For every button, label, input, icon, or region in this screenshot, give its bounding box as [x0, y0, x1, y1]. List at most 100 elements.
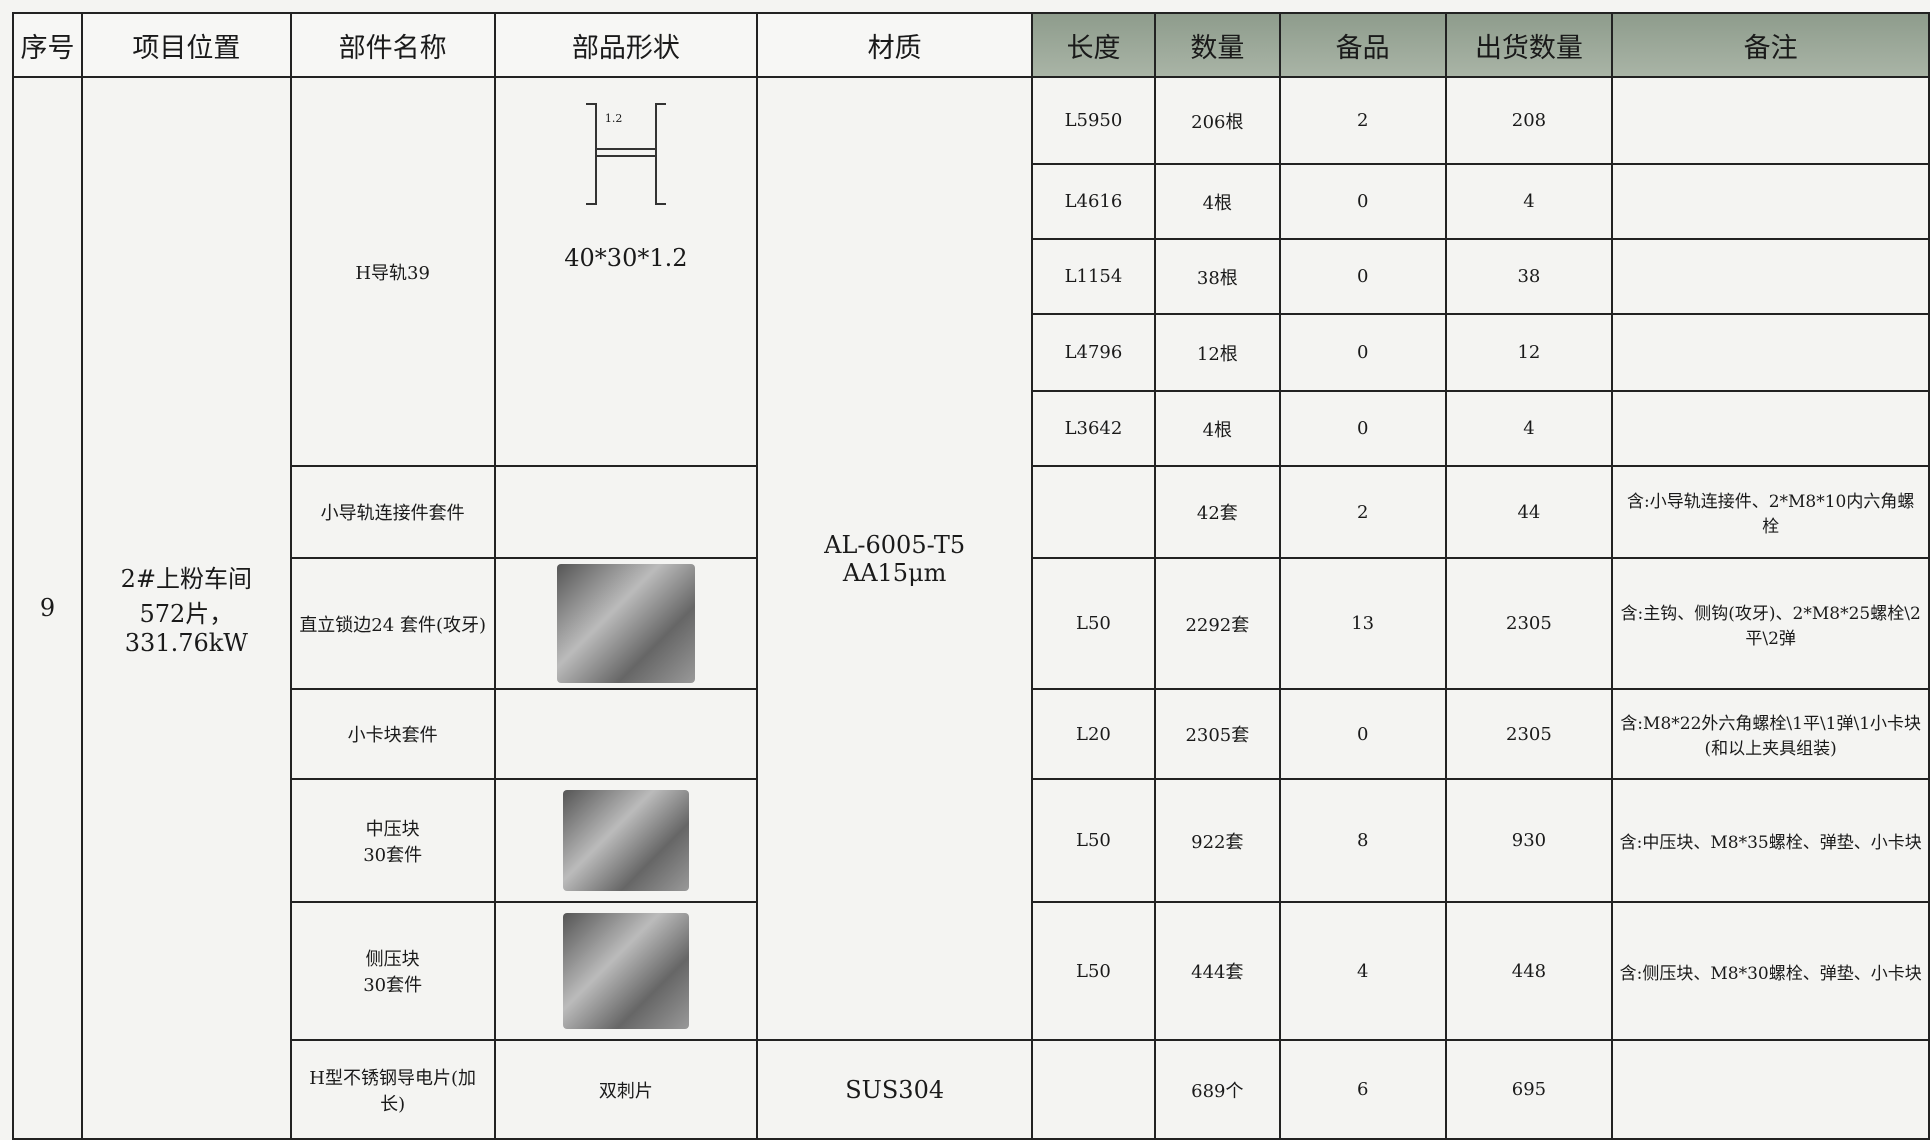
material-cell: SUS304 [756, 1039, 1033, 1140]
part-name: H型不锈钢导电片(加长) [289, 1039, 496, 1140]
shape-text: 双刺片 [598, 1080, 653, 1102]
note-cell: 含:中压块、M8*35螺栓、弹垫、小卡块 [1611, 778, 1930, 903]
spare-cell: 6 [1278, 1039, 1447, 1140]
ship-cell: 2305 [1444, 688, 1614, 780]
spare-cell: 0 [1278, 238, 1447, 315]
header-row: 序号 项目位置 部件名称 部品形状 材质 长度 数量 备品 出货数量 备注 [12, 12, 1930, 78]
part-shape: 双刺片 [493, 1039, 759, 1140]
part-shape: 1.2 40*30*1.2 [493, 76, 759, 467]
header-cell: 部件名称 [289, 12, 496, 78]
ship-cell: 4 [1444, 163, 1614, 240]
spare-cell: 0 [1278, 688, 1447, 780]
ship-cell: 44 [1444, 465, 1614, 559]
length-cell: L4796 [1031, 313, 1156, 392]
material-line: AL-6005-T5 [824, 530, 966, 559]
header-cell: 数量 [1153, 12, 1281, 78]
part-shape [493, 688, 759, 780]
spare-cell: 8 [1278, 778, 1447, 903]
data-row: 小导轨连接件套件 42套 2 44 含:小导轨连接件、2*M8*10内六角螺栓 [13, 465, 1930, 559]
data-row: 侧压块 30套件 L50 444套 4 448 含:侧压块、M8*30螺栓、弹垫、小卡块 [13, 901, 1930, 1041]
data-row: 9 2#上粉车间 572片，331.76kW H导轨39 1.2 40*30*1.2 AL-… [12, 76, 1930, 1140]
data-row: L3642 4根 0 4 [13, 390, 1930, 467]
ship-cell: 4 [1444, 390, 1614, 467]
dim-label: 1.2 [604, 112, 623, 125]
note-cell [1611, 390, 1930, 467]
part-photo [563, 913, 689, 1029]
note-cell [1611, 313, 1930, 392]
length-cell: L1154 [1031, 238, 1156, 315]
qty-cell: 2305套 [1153, 688, 1281, 780]
part-name: 侧压块 30套件 [289, 901, 496, 1041]
length-cell: L50 [1031, 557, 1156, 690]
part-shape [493, 901, 759, 1041]
header-cell: 备注 [1611, 12, 1930, 78]
part-name: 中压块 30套件 [289, 778, 496, 903]
qty-cell: 38根 [1153, 238, 1281, 315]
qty-cell: 4根 [1153, 163, 1281, 240]
length-cell: L20 [1031, 688, 1156, 780]
h-rail-drawing: 1.2 [571, 94, 681, 214]
data-row: 中压块 30套件 L50 922套 8 930 含:中压块、M8*35螺栓、弹垫、小卡块 [13, 778, 1930, 903]
qty-cell: 2292套 [1153, 557, 1281, 690]
note-cell [1611, 1039, 1930, 1140]
data-row: 直立锁边24 套件(攻牙) L50 2292套 13 2305 含:主钩、侧钩(攻牙)、2… [13, 557, 1930, 690]
ship-cell: 448 [1444, 901, 1614, 1041]
spare-cell: 0 [1278, 163, 1447, 240]
length-cell: L50 [1031, 901, 1156, 1041]
qty-cell: 689个 [1153, 1039, 1281, 1140]
note-cell [1611, 163, 1930, 240]
h-rail-icon [585, 103, 666, 205]
data-row: L4796 12根 0 12 [13, 313, 1930, 392]
length-cell [1031, 465, 1156, 559]
part-shape [493, 465, 759, 559]
spare-cell: 0 [1278, 313, 1447, 392]
length-cell [1031, 1039, 1156, 1140]
qty-cell: 12根 [1153, 313, 1281, 392]
data-row: H型不锈钢导电片(加长) 双刺片 SUS304 689个 6 695 [13, 1039, 1930, 1140]
shape-text: 40*30*1.2 [564, 244, 688, 272]
length-cell: L3642 [1031, 390, 1156, 467]
qty-cell: 206根 [1153, 76, 1281, 165]
part-photo [563, 790, 689, 891]
note-cell: 含:侧压块、M8*30螺栓、弹垫、小卡块 [1611, 901, 1930, 1041]
header-cell: 序号 [12, 12, 83, 78]
parts-table: 序号 项目位置 部件名称 部品形状 材质 长度 数量 备品 出货数量 备注 9 2#上粉车间 572片，… [12, 12, 1930, 1140]
header-cell: 备品 [1278, 12, 1447, 78]
qty-cell: 922套 [1153, 778, 1281, 903]
header-cell: 出货数量 [1444, 12, 1614, 78]
material-line: AA15μm [842, 558, 947, 587]
spare-cell: 13 [1278, 557, 1447, 690]
header-cell: 项目位置 [80, 12, 292, 78]
qty-cell: 42套 [1153, 465, 1281, 559]
spare-cell: 0 [1278, 390, 1447, 467]
length-cell: L4616 [1031, 163, 1156, 240]
header-cell: 材质 [756, 12, 1033, 78]
part-photo [557, 564, 695, 683]
qty-cell: 444套 [1153, 901, 1281, 1041]
material-cell: AL-6005-T5 AA15μm [756, 76, 1033, 1041]
header-cell: 长度 [1031, 12, 1156, 78]
data-row: L1154 38根 0 38 [13, 238, 1930, 315]
length-cell: L5950 [1031, 76, 1156, 165]
part-shape [493, 557, 759, 690]
ship-cell: 930 [1444, 778, 1614, 903]
location-line: 2#上粉车间 [120, 565, 253, 593]
data-row: L4616 4根 0 4 [13, 163, 1930, 240]
part-name: 直立锁边24 套件(攻牙) [289, 557, 496, 690]
ship-cell: 12 [1444, 313, 1614, 392]
data-row: 小卡块套件 L20 2305套 0 2305 含:M8*22外六角螺栓\1平\1弹\1小卡… [13, 688, 1930, 780]
seq-cell: 9 [12, 76, 83, 1140]
qty-cell: 4根 [1153, 390, 1281, 467]
note-cell [1611, 76, 1930, 165]
ship-cell: 695 [1444, 1039, 1614, 1140]
spare-cell: 2 [1278, 465, 1447, 559]
part-name: H导轨39 [289, 76, 496, 467]
part-name: 小导轨连接件套件 [289, 465, 496, 559]
spare-cell: 2 [1278, 76, 1447, 165]
note-cell: 含:小导轨连接件、2*M8*10内六角螺栓 [1611, 465, 1930, 559]
spare-cell: 4 [1278, 901, 1447, 1041]
note-cell: 含:M8*22外六角螺栓\1平\1弹\1小卡块(和以上夹具组装) [1611, 688, 1930, 780]
part-name: 小卡块套件 [289, 688, 496, 780]
ship-cell: 208 [1444, 76, 1614, 165]
